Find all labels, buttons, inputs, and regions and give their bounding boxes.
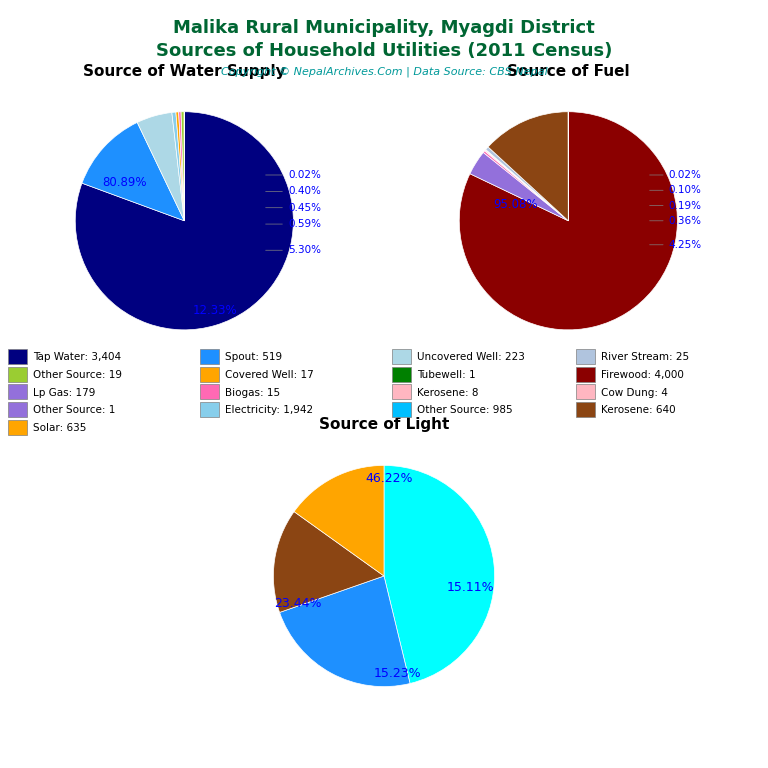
Wedge shape [172,112,184,221]
Bar [200,402,219,417]
Text: 95.08%: 95.08% [494,198,538,211]
Text: Covered Well: 17: Covered Well: 17 [225,370,314,380]
Text: 0.45%: 0.45% [266,203,321,213]
Text: Other Source: 985: Other Source: 985 [417,406,513,415]
Wedge shape [280,576,410,687]
Text: Sources of Household Utilities (2011 Census): Sources of Household Utilities (2011 Cen… [156,42,612,60]
Bar [200,384,219,399]
Text: Copyright © NepalArchives.Com | Data Source: CBS Nepal: Copyright © NepalArchives.Com | Data Sou… [220,67,548,78]
Bar [200,366,219,382]
Wedge shape [483,151,568,221]
Text: River Stream: 25: River Stream: 25 [601,353,690,362]
Text: 80.89%: 80.89% [102,176,147,189]
Text: 12.33%: 12.33% [193,303,237,316]
Wedge shape [485,150,568,221]
Bar [8,366,27,382]
Wedge shape [179,112,184,221]
Wedge shape [459,111,677,329]
Wedge shape [488,112,568,221]
Bar [392,349,411,364]
Text: Lp Gas: 179: Lp Gas: 179 [33,388,95,398]
Text: Spout: 519: Spout: 519 [225,353,282,362]
Bar [200,349,219,364]
Text: 0.40%: 0.40% [266,187,321,197]
Text: 0.02%: 0.02% [650,170,701,180]
Wedge shape [470,153,568,221]
Title: Source of Fuel: Source of Fuel [507,65,630,79]
Text: Tubewell: 1: Tubewell: 1 [417,370,475,380]
Text: Other Source: 19: Other Source: 19 [33,370,122,380]
Wedge shape [75,111,293,329]
Title: Source of Water Supply: Source of Water Supply [83,65,286,79]
Wedge shape [273,511,384,612]
Wedge shape [137,112,184,221]
Text: Other Source: 1: Other Source: 1 [33,406,115,415]
Text: 0.02%: 0.02% [266,170,321,180]
Text: Electricity: 1,942: Electricity: 1,942 [225,406,313,415]
Wedge shape [294,465,384,576]
Bar [576,349,595,364]
Text: 0.10%: 0.10% [650,185,701,195]
Wedge shape [384,465,495,684]
Bar [392,384,411,399]
Bar [576,402,595,417]
Text: 4.25%: 4.25% [650,240,702,250]
Bar [392,366,411,382]
Bar [576,384,595,399]
Bar [8,419,27,435]
Text: Cow Dung: 4: Cow Dung: 4 [601,388,668,398]
Text: 15.11%: 15.11% [446,581,494,594]
Text: Kerosene: 8: Kerosene: 8 [417,388,478,398]
Text: Firewood: 4,000: Firewood: 4,000 [601,370,684,380]
Text: 0.36%: 0.36% [650,216,702,226]
Text: 15.23%: 15.23% [373,667,421,680]
Text: Biogas: 15: Biogas: 15 [225,388,280,398]
Bar [8,402,27,417]
Text: 23.44%: 23.44% [274,598,322,610]
Title: Source of Light: Source of Light [319,418,449,432]
Wedge shape [82,122,184,221]
Text: 5.30%: 5.30% [266,245,321,255]
Wedge shape [176,112,184,221]
Bar [8,349,27,364]
Wedge shape [485,147,568,221]
Wedge shape [485,150,568,221]
Text: Uncovered Well: 223: Uncovered Well: 223 [417,353,525,362]
Bar [8,384,27,399]
Wedge shape [181,112,184,221]
Bar [392,402,411,417]
Text: Malika Rural Municipality, Myagdi District: Malika Rural Municipality, Myagdi Distri… [173,19,595,37]
Text: 46.22%: 46.22% [366,472,413,485]
Bar [576,366,595,382]
Text: Kerosene: 640: Kerosene: 640 [601,406,676,415]
Text: Solar: 635: Solar: 635 [33,423,86,433]
Text: 0.19%: 0.19% [650,200,702,210]
Text: Tap Water: 3,404: Tap Water: 3,404 [33,353,121,362]
Text: 0.59%: 0.59% [266,219,321,229]
